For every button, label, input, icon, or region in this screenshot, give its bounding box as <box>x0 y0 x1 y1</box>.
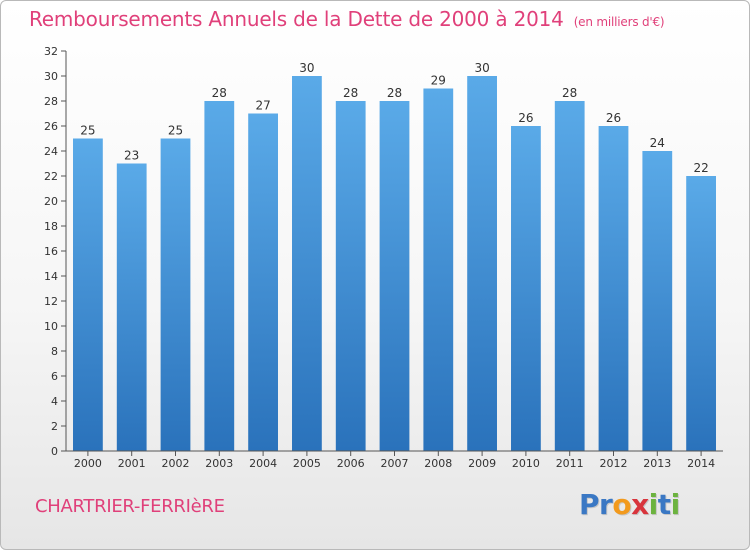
y-tick-label: 10 <box>44 320 58 333</box>
bar-2014 <box>686 176 716 451</box>
y-tick-label: 14 <box>44 270 58 283</box>
y-tick-label: 4 <box>51 395 58 408</box>
bar-value-label: 22 <box>693 161 708 175</box>
bar-value-label: 30 <box>299 61 314 75</box>
x-tick-label: 2002 <box>162 457 190 470</box>
bar-2005 <box>292 76 322 451</box>
logo-letter: o <box>612 488 632 521</box>
logo-letter: i <box>670 488 681 521</box>
bar-2011 <box>554 101 585 451</box>
y-tick-label: 16 <box>44 245 58 258</box>
bar-2002 <box>160 138 191 451</box>
y-tick-label: 24 <box>44 145 58 158</box>
bar-2004 <box>248 113 278 451</box>
y-tick-label: 30 <box>44 70 58 83</box>
x-tick-label: 2012 <box>600 457 628 470</box>
x-tick-label: 2008 <box>424 457 452 470</box>
bar-2012 <box>598 126 629 451</box>
x-tick-label: 2009 <box>468 457 496 470</box>
bar-value-label: 30 <box>474 61 489 75</box>
bar-2009 <box>467 76 497 451</box>
y-tick-label: 26 <box>44 120 58 133</box>
bar-value-label: 23 <box>124 149 139 163</box>
bar-2006 <box>335 101 366 451</box>
x-tick-label: 2005 <box>293 457 321 470</box>
logo-letter: r <box>599 488 613 521</box>
y-tick-label: 6 <box>51 370 58 383</box>
bar-value-label: 28 <box>562 86 577 100</box>
x-tick-label: 2006 <box>337 457 365 470</box>
city-name: CHARTRIER-FERRIèRE <box>35 496 225 517</box>
bar-value-label: 28 <box>387 86 402 100</box>
x-tick-label: 2003 <box>205 457 233 470</box>
chart-title-text: Remboursements Annuels de la Dette de 20… <box>29 7 564 31</box>
bar-2001 <box>116 163 147 451</box>
bar-value-label: 28 <box>212 86 227 100</box>
y-tick-label: 0 <box>51 445 58 458</box>
bar-2010 <box>511 126 541 451</box>
bar-2000 <box>73 138 103 451</box>
x-tick-label: 2010 <box>512 457 540 470</box>
bar-value-label: 24 <box>650 136 665 150</box>
logo-letter: P <box>579 488 600 521</box>
bar-value-label: 29 <box>431 74 446 88</box>
x-axis: 2000 2001 2002 2003 2004 2005 2006 2007 2008 2009… <box>66 450 723 470</box>
bar-value-label: 28 <box>343 86 358 100</box>
bar-value-label: 26 <box>606 111 621 125</box>
logo-letter: x <box>631 488 649 521</box>
y-tick-label: 18 <box>44 220 58 233</box>
y-tick-label: 8 <box>51 345 58 358</box>
bar-2008 <box>423 88 454 451</box>
x-tick-label: 2014 <box>687 457 715 470</box>
x-tick-label: 2001 <box>118 457 146 470</box>
y-tick-label: 28 <box>44 95 58 108</box>
logo-letter: t <box>657 488 671 521</box>
y-tick-label: 2 <box>51 420 58 433</box>
chart-unit: (en milliers d'€) <box>573 15 665 29</box>
y-tick-label: 32 <box>44 45 58 58</box>
bar-2013 <box>642 151 673 451</box>
x-tick-label: 2000 <box>74 457 102 470</box>
bar-2003 <box>204 101 235 451</box>
x-tick-label: 2007 <box>381 457 409 470</box>
logo-letter: i <box>648 488 659 521</box>
y-tick-label: 20 <box>44 195 58 208</box>
bars: 25 23 25 28 27 30 28 28 29 30 26 28 26 24 22 <box>73 61 716 451</box>
bar-value-label: 27 <box>255 99 270 113</box>
bar-value-label: 25 <box>80 124 95 138</box>
chart-title: Remboursements Annuels de la Dette de 20… <box>29 7 665 31</box>
x-tick-label: 2011 <box>556 457 584 470</box>
bar-value-label: 25 <box>168 124 183 138</box>
bar-2007 <box>379 101 410 451</box>
proxiti-logo[interactable]: Proxiti <box>579 488 680 521</box>
x-tick-label: 2013 <box>643 457 671 470</box>
x-tick-label: 2004 <box>249 457 277 470</box>
bar-value-label: 26 <box>518 111 533 125</box>
y-tick-label: 22 <box>44 170 58 183</box>
y-tick-label: 12 <box>44 295 58 308</box>
